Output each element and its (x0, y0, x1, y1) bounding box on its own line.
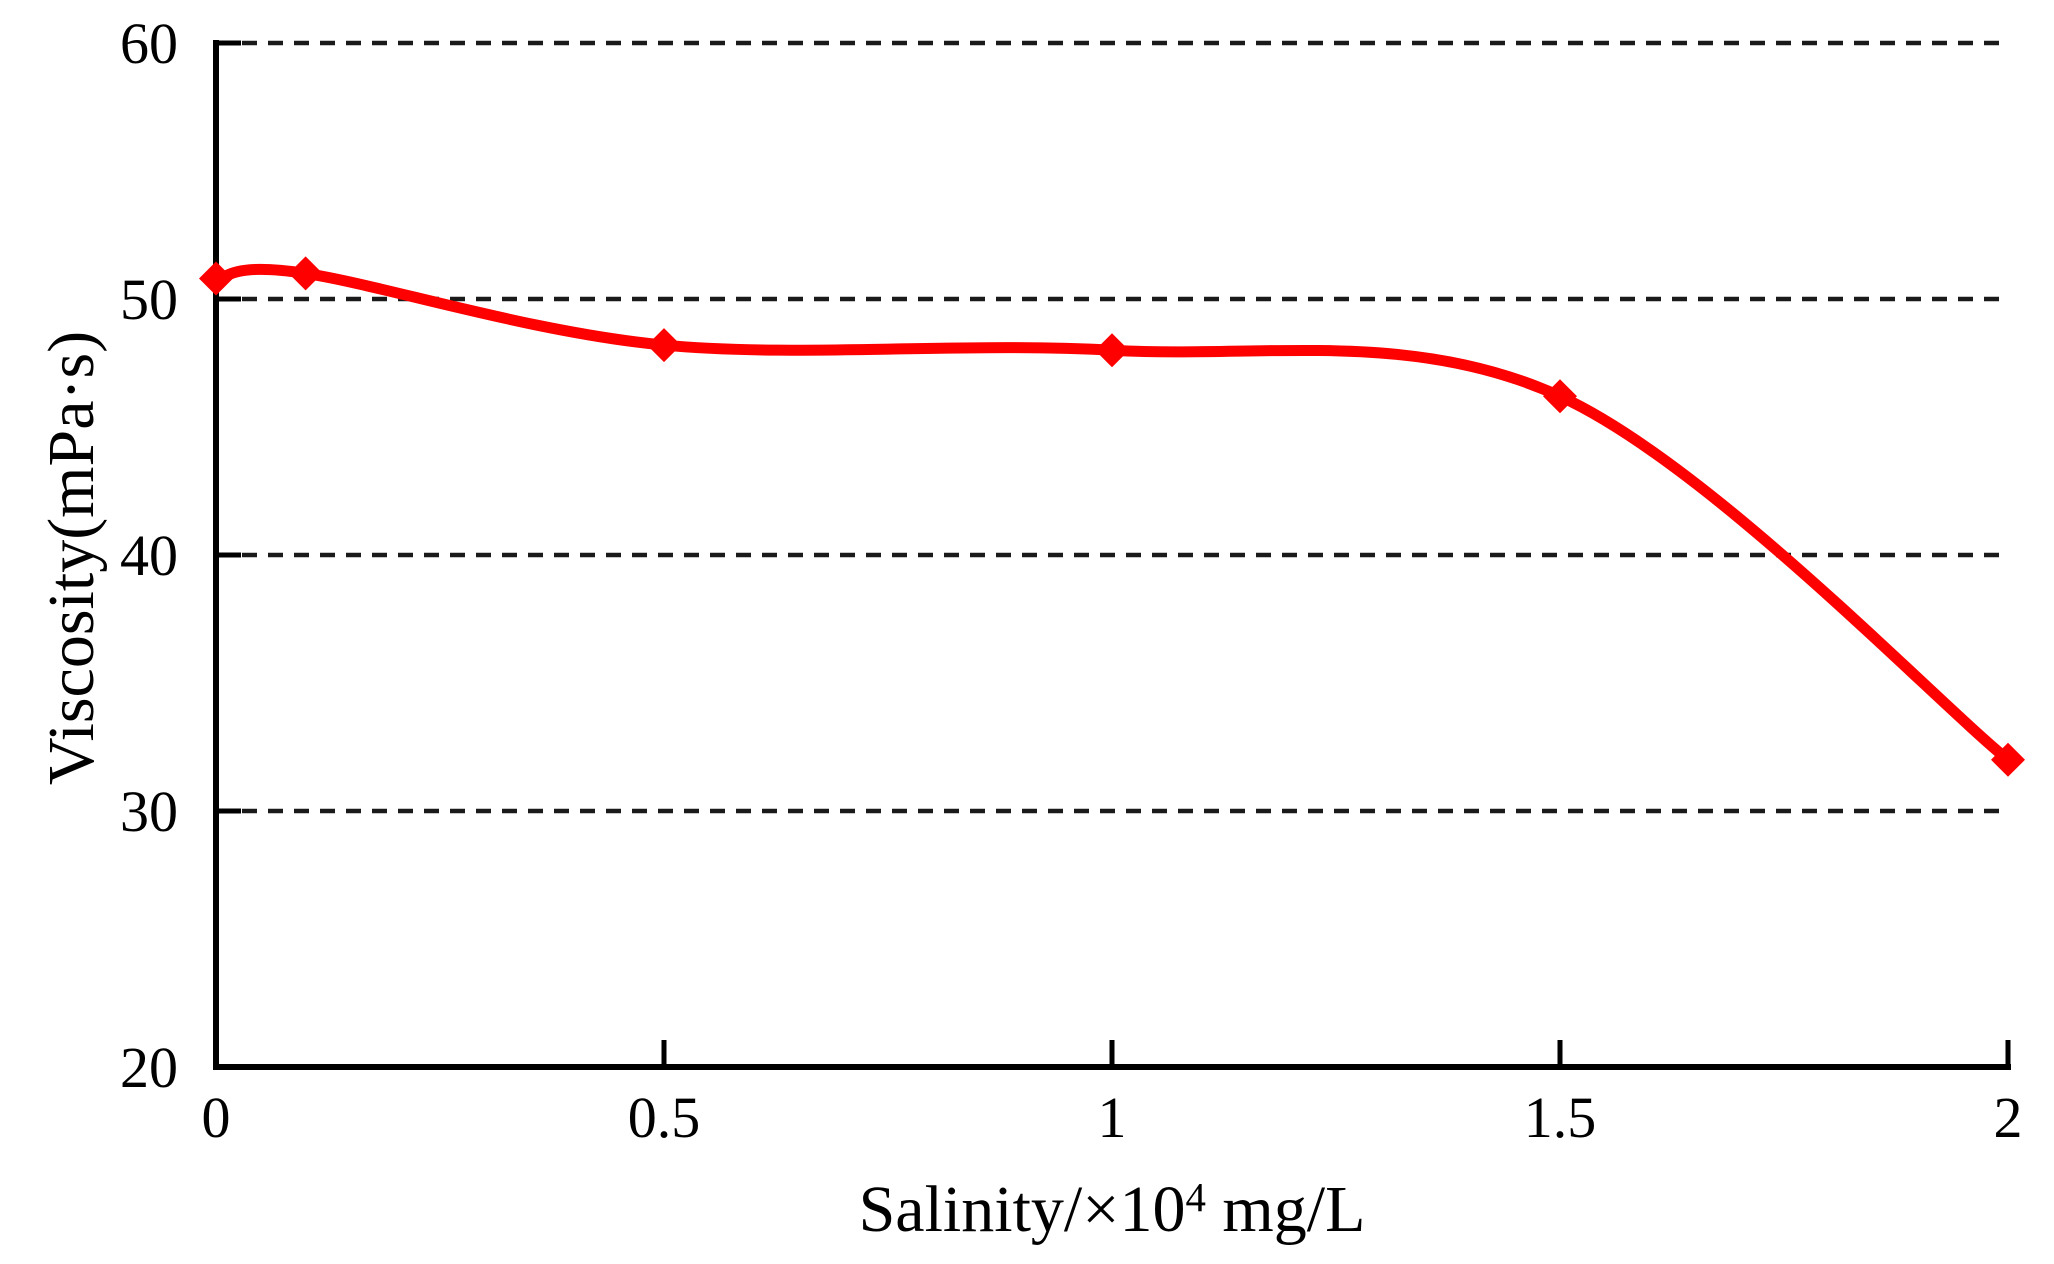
x-axis-title-text: Salinity/×10 (858, 1173, 1186, 1246)
data-point-marker (1543, 379, 1577, 414)
x-axis-title: Salinity/×104 mg/L (859, 1172, 1366, 1248)
y-tick-label: 50 (120, 267, 178, 332)
data-point-marker (288, 256, 323, 291)
x-tick-label: 1 (1098, 1085, 1127, 1150)
x-tick-label: 2 (1994, 1085, 2023, 1150)
y-tick-label: 60 (120, 11, 178, 76)
x-axis-title-unit: mg/L (1205, 1173, 1366, 1246)
y-tick-label: 40 (120, 523, 178, 588)
x-tick-label: 0 (202, 1085, 231, 1150)
y-axis-title: Viscosity(mPa·s) (35, 330, 108, 786)
data-point-marker (199, 261, 233, 296)
y-tick-label: 20 (120, 1035, 178, 1100)
data-point-marker (1095, 333, 1129, 368)
x-tick-label: 0.5 (628, 1085, 701, 1150)
data-point-marker (647, 328, 681, 363)
y-tick-label: 30 (120, 779, 178, 844)
series-line (210, 263, 2014, 766)
x-axis-title-superscript: 4 (1185, 1174, 1206, 1220)
x-tick-label: 1.5 (1524, 1085, 1597, 1150)
data-point-marker (1991, 742, 2025, 777)
